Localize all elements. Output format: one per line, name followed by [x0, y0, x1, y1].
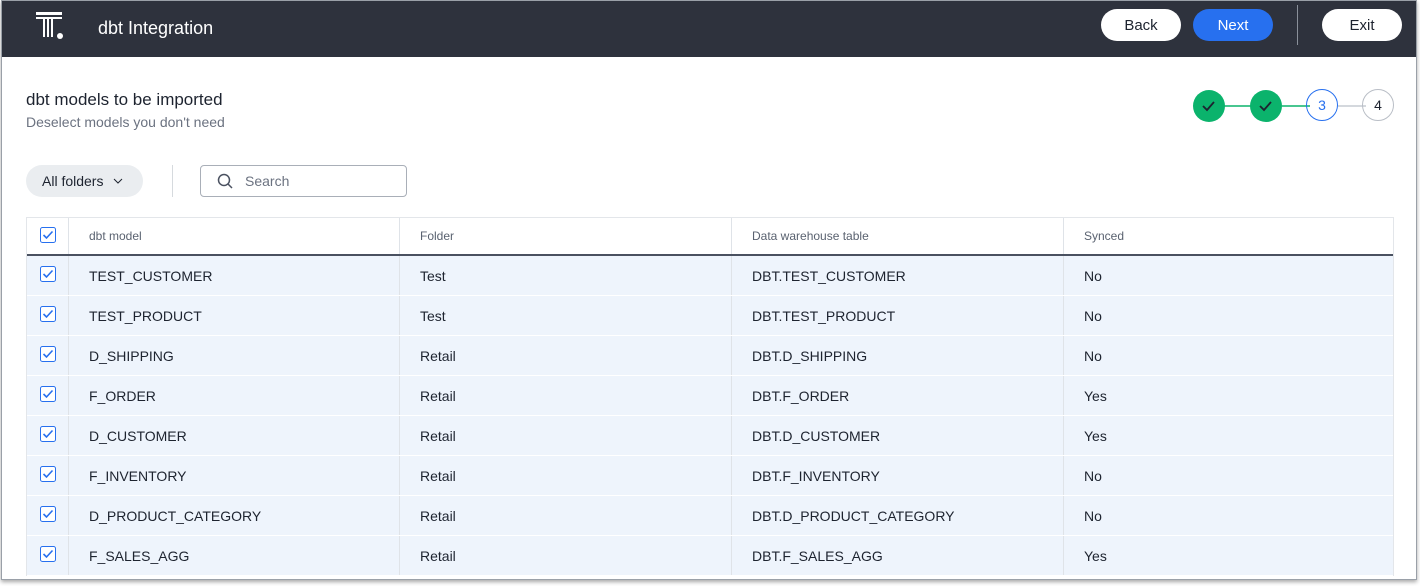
search-placeholder: Search [245, 173, 290, 189]
table-row: TEST_PRODUCT Test DBT.TEST_PRODUCT No [27, 296, 1393, 336]
checkbox[interactable] [40, 306, 56, 325]
back-button[interactable]: Back [1101, 9, 1181, 41]
table-cell: TEST_PRODUCT [68, 296, 399, 335]
header-row: dbt model Folder Data warehouse table Synce… [27, 218, 1393, 256]
table-cell: D_CUSTOMER [68, 416, 399, 455]
stepper-track [1193, 90, 1366, 122]
table-cell: Retail [399, 376, 731, 415]
column-header: Folder [399, 218, 731, 254]
exit-button[interactable]: Exit [1322, 9, 1402, 41]
checkbox-cell [27, 376, 68, 415]
table-row: D_PRODUCT_CATEGORY Retail DBT.D_PRODUCT_CA… [27, 496, 1393, 536]
table-cell: Retail [399, 416, 731, 455]
checkbox-cell [27, 496, 68, 535]
checkbox[interactable] [40, 506, 56, 525]
table-cell: D_SHIPPING [68, 336, 399, 375]
checkbox-cell [27, 296, 68, 335]
table-cell: F_SALES_AGG [68, 536, 399, 575]
table-cell: Yes [1063, 416, 1395, 455]
table-cell: D_PRODUCT_CATEGORY [68, 496, 399, 535]
chevron [114, 178, 123, 184]
section-subtitle: Deselect models you don't need [26, 114, 225, 130]
table-row: F_SALES_AGG Retail DBT.F_SALES_AGG Yes [27, 536, 1393, 576]
table-cell: No [1063, 256, 1395, 295]
column-header: Synced [1063, 218, 1395, 254]
table-row: F_INVENTORY Retail DBT.F_INVENTORY No [27, 456, 1393, 496]
step-next: 4 [1362, 89, 1394, 121]
checkbox-cell [27, 256, 68, 295]
column-header: dbt model [68, 218, 399, 254]
table-cell: Yes [1063, 376, 1395, 415]
checkbox-cell [27, 416, 68, 455]
checkbox[interactable] [40, 466, 56, 485]
folder-dropdown[interactable]: All folders [26, 165, 143, 197]
column-header: Data warehouse table [731, 218, 1063, 254]
folder-label: All folders [42, 173, 104, 189]
app-title: dbt Integration [98, 18, 214, 38]
search-box[interactable]: Search [200, 165, 407, 197]
table-cell: No [1063, 336, 1395, 375]
checkbox-cell [27, 336, 68, 375]
divider [1297, 5, 1298, 45]
table-cell: DBT.D_CUSTOMER [731, 416, 1063, 455]
table-row: TEST_CUSTOMER Test DBT.TEST_CUSTOMER No [27, 256, 1393, 296]
table-cell: Test [399, 256, 731, 295]
checkbox-cell [27, 456, 68, 495]
table-row: F_ORDER Retail DBT.F_ORDER Yes [27, 376, 1393, 416]
checkbox[interactable] [40, 546, 56, 565]
checkbox[interactable] [40, 386, 56, 405]
table-cell: Retail [399, 536, 731, 575]
table-cell: DBT.F_INVENTORY [731, 456, 1063, 495]
table-row: D_SHIPPING Retail DBT.D_SHIPPING No [27, 336, 1393, 376]
table-cell: Retail [399, 496, 731, 535]
checkbox[interactable] [40, 346, 56, 365]
table-cell: DBT.D_SHIPPING [731, 336, 1063, 375]
table-cell: No [1063, 296, 1395, 335]
models-table: dbt model Folder Data warehouse table Synce… [26, 217, 1394, 576]
table-cell: Retail [399, 336, 731, 375]
checkbox[interactable] [40, 426, 56, 445]
table-row: D_CUSTOMER Retail DBT.D_CUSTOMER Yes [27, 416, 1393, 456]
table-cell: Test [399, 296, 731, 335]
table-cell: DBT.TEST_CUSTOMER [731, 256, 1063, 295]
checkbox[interactable] [40, 226, 56, 246]
table-cell: F_ORDER [68, 376, 399, 415]
table-cell: No [1063, 456, 1395, 495]
table-cell: No [1063, 496, 1395, 535]
divider [172, 165, 173, 197]
checkbox[interactable] [40, 266, 56, 285]
table-cell: TEST_CUSTOMER [68, 256, 399, 295]
table-cell: Yes [1063, 536, 1395, 575]
table-cell: F_INVENTORY [68, 456, 399, 495]
header: dbt Integration Back Next Exit [2, 1, 1416, 57]
table-cell: Retail [399, 456, 731, 495]
search-icon [217, 173, 233, 189]
checkbox-cell [27, 536, 68, 575]
section-title: dbt models to be imported [26, 90, 223, 109]
table-cell: DBT.F_SALES_AGG [731, 536, 1063, 575]
next-button[interactable]: Next [1193, 9, 1273, 41]
table-cell: DBT.F_ORDER [731, 376, 1063, 415]
logo [36, 12, 63, 39]
step-current: 3 [1306, 89, 1338, 121]
checkbox-cell [27, 218, 68, 254]
table-cell: DBT.TEST_PRODUCT [731, 296, 1063, 335]
table-cell: DBT.D_PRODUCT_CATEGORY [731, 496, 1063, 535]
